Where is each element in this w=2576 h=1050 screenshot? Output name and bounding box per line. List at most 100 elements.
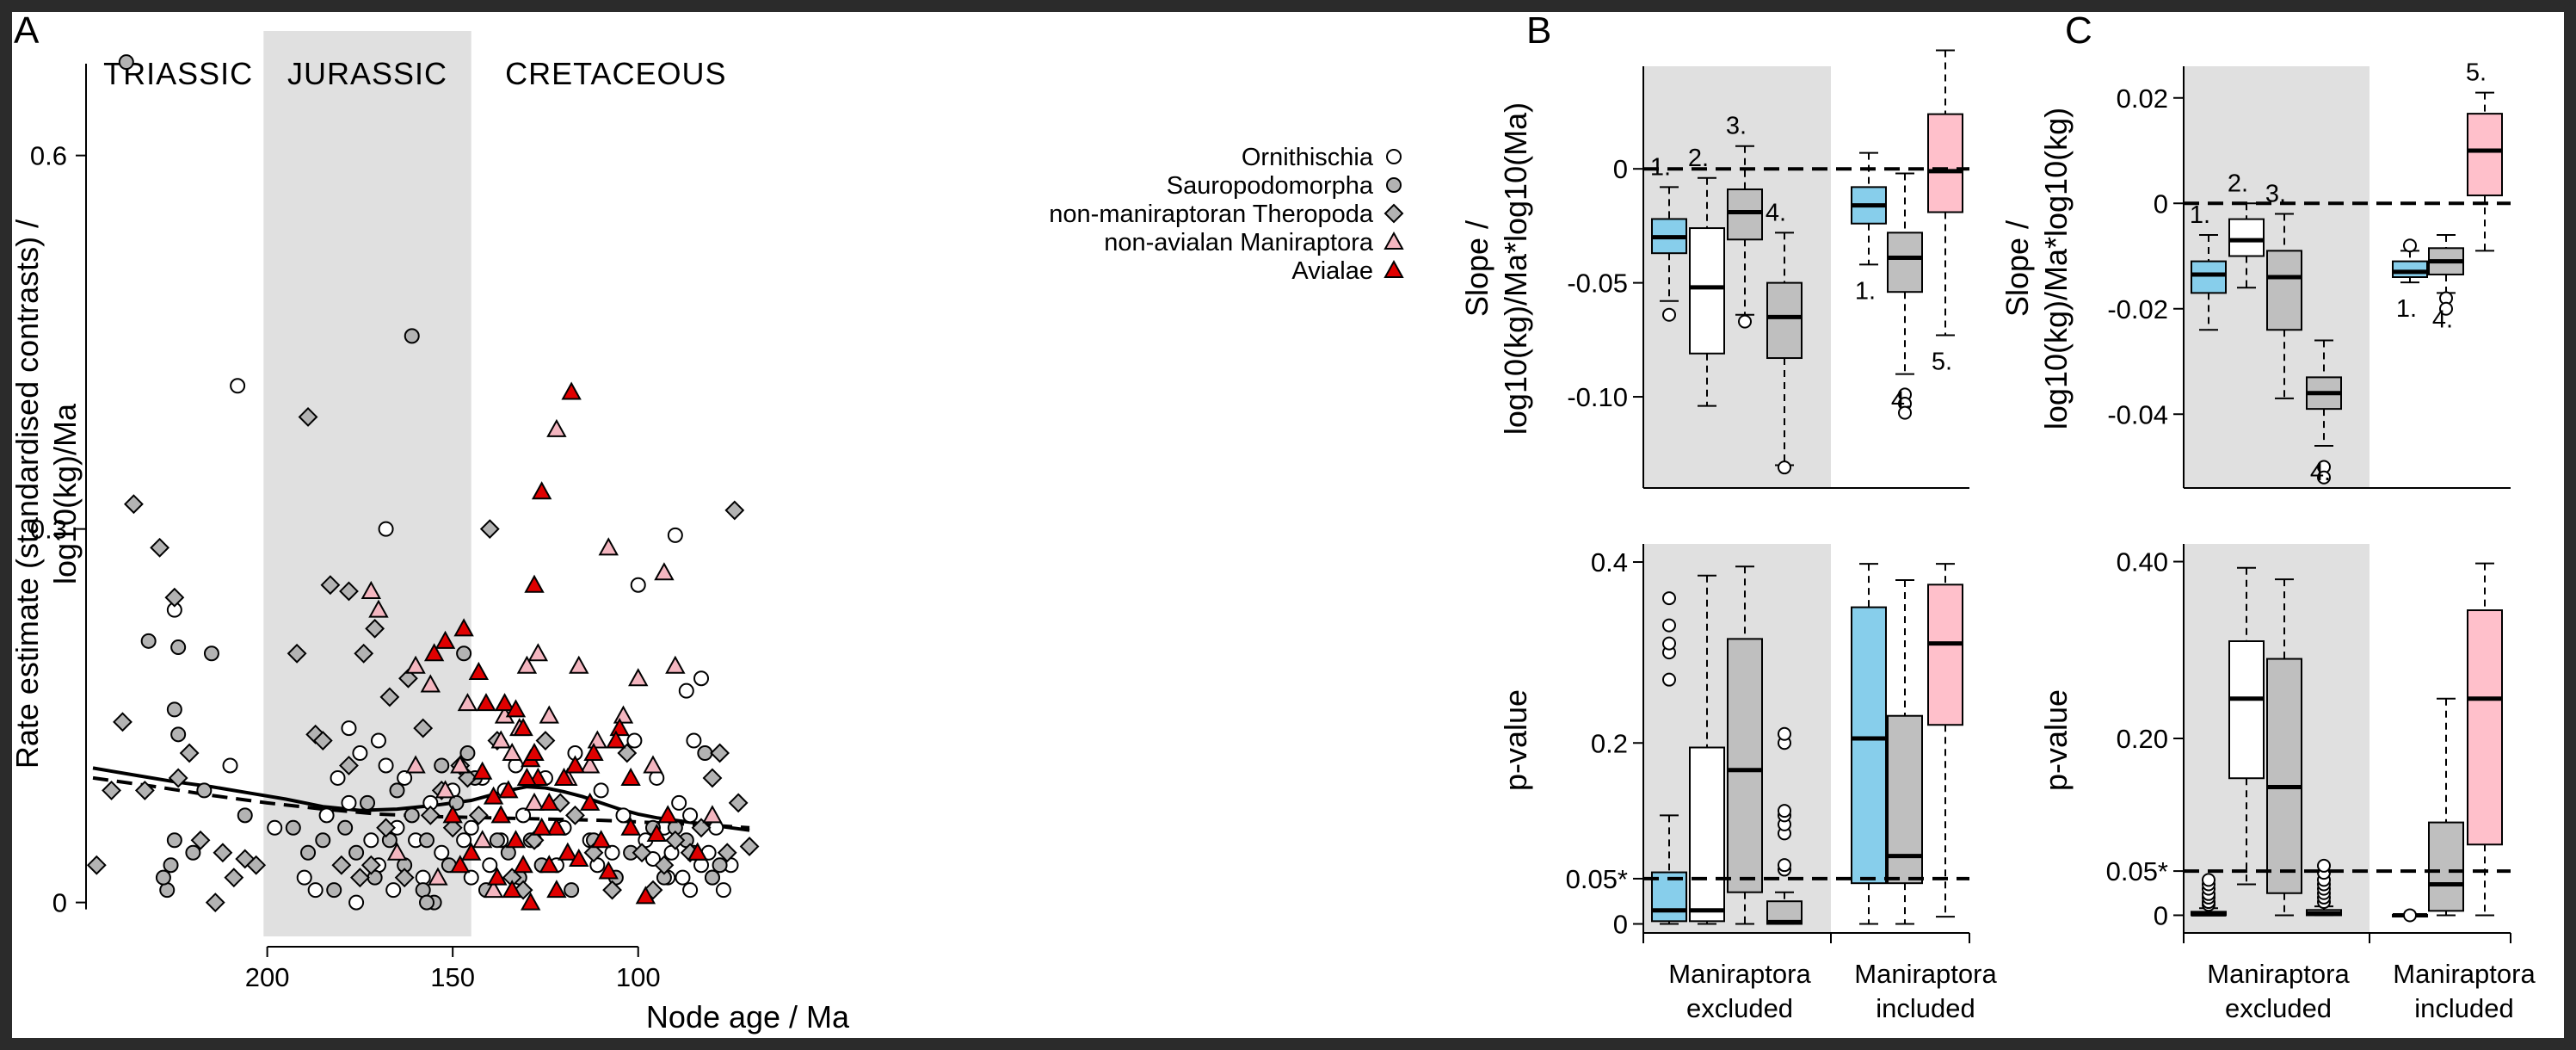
point-sauropodomorpha — [166, 701, 182, 718]
panel-a-y-tick-label: 0.6 — [30, 141, 67, 171]
point-non-maniraptoran-theropoda — [728, 793, 749, 813]
box-outlier — [1778, 804, 1791, 818]
point-non-maniraptoran-theropoda — [458, 768, 478, 788]
panel-b-group-label-included-line1: Maniraptora — [1854, 959, 1997, 989]
point-avialae — [558, 842, 578, 861]
point-avialae — [646, 823, 667, 843]
point-non-avialan-maniraptora — [405, 655, 426, 674]
point-non-maniraptoran-theropoda — [179, 743, 200, 763]
point-non-maniraptoran-theropoda — [691, 818, 712, 838]
point-non-avialan-maniraptora — [579, 755, 601, 774]
point-non-avialan-maniraptora — [516, 655, 538, 674]
box-number-label: 2. — [2228, 170, 2248, 197]
point-non-avialan-maniraptora — [569, 655, 589, 674]
point-ornithischia — [296, 869, 312, 886]
box-iqr — [1727, 188, 1763, 241]
point-ornithischia — [715, 882, 731, 899]
point-avialae — [590, 830, 612, 849]
point-sauropodomorpha — [196, 782, 213, 799]
point-non-maniraptoran-theropoda — [339, 756, 359, 775]
point-sauropodomorpha — [163, 857, 179, 874]
point-sauropodomorpha — [489, 832, 505, 849]
point-sauropodomorpha — [389, 782, 405, 799]
box-panel-y-tick-label: -0.05 — [1567, 269, 1628, 299]
point-sauropodomorpha — [434, 757, 450, 774]
period-shade-jurassic — [263, 31, 471, 936]
point-sauropodomorpha — [300, 844, 317, 861]
point-avialae — [583, 742, 604, 762]
point-non-avialan-maniraptora — [702, 805, 723, 824]
box-iqr — [2392, 260, 2428, 278]
point-avialae — [620, 767, 641, 786]
point-avialae — [498, 780, 519, 799]
point-non-maniraptoran-theropoda — [702, 768, 723, 788]
point-ornithischia — [456, 832, 472, 849]
point-non-avialan-maniraptora — [502, 742, 522, 762]
box-outlier — [2439, 301, 2453, 316]
box-outlier — [1662, 618, 1676, 633]
box-iqr — [2428, 821, 2464, 912]
point-avialae — [434, 630, 456, 649]
panel-b-slope-ylabel-line2: log10(kg)/Ma*log10(Ma) — [1498, 102, 1533, 435]
point-avialae — [564, 755, 586, 774]
box-outlier — [1662, 672, 1676, 687]
point-non-maniraptoran-theropoda — [205, 892, 225, 913]
box-panel-y-tick-label: 0.20 — [2117, 724, 2168, 754]
point-non-avialan-maniraptora — [643, 755, 663, 774]
point-sauropodomorpha — [337, 819, 354, 836]
point-non-maniraptoran-theropoda — [413, 718, 434, 738]
point-sauropodomorpha — [170, 726, 187, 743]
box-outlier — [1898, 405, 1912, 420]
panel-b-group-label-excluded-line1: Maniraptora — [1668, 959, 1811, 989]
point-sauropodomorpha — [203, 645, 219, 662]
point-non-avialan-maniraptora — [654, 562, 675, 581]
panel-c-group-label-excluded-line2: excluded — [2225, 993, 2332, 1023]
point-avialae — [606, 730, 626, 749]
point-non-maniraptoran-theropoda — [312, 731, 333, 750]
box-outlier — [1662, 591, 1676, 606]
panel-a-y-axis-label-line1: Rate estimate (standardised contrasts) / — [12, 219, 45, 769]
panel-b-pvalue-ylabel: p-value — [1498, 689, 1533, 791]
point-non-avialan-maniraptora — [405, 755, 426, 774]
panel-b-slope-ylabel-line1: Slope / — [1459, 220, 1494, 317]
point-non-avialan-maniraptora — [665, 655, 686, 674]
point-avialae — [609, 718, 630, 737]
point-non-maniraptoran-theropoda — [365, 618, 385, 639]
box-panel-y-tick-label: -0.02 — [2107, 294, 2168, 324]
point-non-maniraptoran-theropoda — [134, 780, 155, 800]
point-avialae — [453, 618, 474, 637]
panel-a-legend: OrnithischiaSauropodomorphanon-manirapto… — [1049, 144, 1404, 285]
point-non-maniraptoran-theropoda — [394, 868, 415, 888]
point-non-maniraptoran-theropoda — [468, 805, 489, 825]
point-ornithischia — [230, 378, 246, 394]
point-avialae — [539, 855, 559, 874]
point-ornithischia — [348, 894, 365, 911]
point-avialae — [490, 805, 511, 824]
panel-a-x-axis-label: Node age / Ma — [646, 999, 850, 1035]
point-avialae — [657, 805, 678, 824]
point-ornithischia — [341, 794, 357, 811]
point-non-maniraptoran-theropoda — [654, 855, 675, 875]
point-non-maniraptoran-theropoda — [320, 575, 341, 596]
panel-c-pvalue-ylabel: p-value — [2038, 689, 2074, 791]
point-sauropodomorpha — [404, 807, 420, 824]
box-iqr — [1689, 227, 1725, 355]
point-ornithischia — [675, 869, 691, 886]
point-ornithischia — [341, 720, 357, 737]
box-panel-y-tick-label: 0.2 — [1591, 728, 1628, 758]
point-sauropodomorpha — [315, 832, 331, 849]
point-sauropodomorpha — [348, 844, 365, 861]
point-ornithischia — [671, 794, 687, 811]
point-sauropodomorpha — [419, 832, 434, 849]
point-non-avialan-maniraptora — [483, 880, 504, 899]
point-avialae — [505, 699, 527, 718]
point-non-avialan-maniraptora — [420, 674, 441, 693]
legend-marker-ornithischia — [1386, 149, 1402, 164]
point-non-avialan-maniraptora — [368, 599, 389, 618]
panel-b-pvalue-plot: 0 0.05* 0.2 0.4 — [1566, 544, 1970, 943]
box-outlier — [2317, 470, 2331, 485]
point-non-avialan-maniraptora — [471, 830, 493, 849]
box-number-label: 5. — [1932, 349, 1952, 376]
legend-label-non-maniraptoran-theropoda: non-maniraptoran Theropoda — [1049, 201, 1374, 228]
point-non-maniraptoran-theropoda — [331, 855, 352, 875]
